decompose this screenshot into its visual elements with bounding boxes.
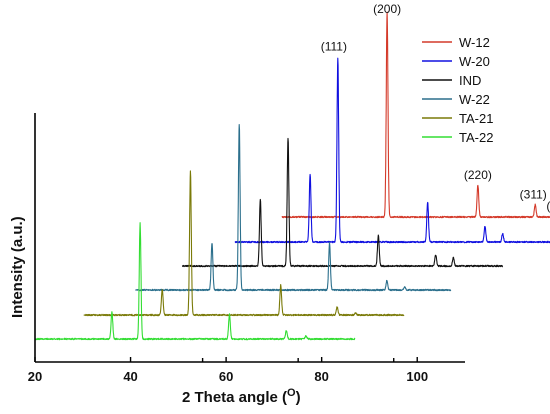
x-axis-title: 2 Theta angle (O) <box>182 387 301 406</box>
series-ta-22-line <box>34 222 356 341</box>
legend-label-ind: IND <box>459 73 481 88</box>
legend-label-ta-22: TA-22 <box>459 130 493 145</box>
x-axis-title-main: 2 Theta angle ( <box>182 389 287 406</box>
legend-label-w-20: W-20 <box>459 54 490 69</box>
series-layer <box>34 11 550 341</box>
legend-label-w-12: W-12 <box>459 35 490 50</box>
axes <box>34 113 465 363</box>
series-w-20-line <box>234 57 550 244</box>
peak-label: (111) <box>321 40 347 54</box>
series-w-22-line <box>135 124 452 292</box>
legend: W-12 W-20 IND W-22 TA-21 TA-22 <box>422 35 493 145</box>
series-ta-21-line <box>83 170 405 317</box>
peak-label: (200) <box>373 2 401 16</box>
peak-label: (222) <box>546 199 550 213</box>
peak-label: (220) <box>464 168 492 182</box>
series-ind-line <box>181 137 504 268</box>
x-tick-label-100: 100 <box>406 369 428 384</box>
x-tick-label-80: 80 <box>314 369 328 384</box>
x-ticks: 20 40 60 80 100 <box>28 357 428 384</box>
y-axis-title: Intensity (a.u.) <box>9 216 26 318</box>
legend-label-ta-21: TA-21 <box>459 111 493 126</box>
peak-label: (311) <box>520 188 547 202</box>
x-tick-label-40: 40 <box>123 369 137 384</box>
peak-labels: (200)(111)(220)(311)(222)(400) <box>321 2 550 213</box>
legend-label-w-22: W-22 <box>459 92 490 107</box>
x-axis-title-unit: O <box>287 387 296 399</box>
x-tick-label-60: 60 <box>219 369 233 384</box>
x-axis-title-close: ) <box>296 389 301 406</box>
x-tick-label-20: 20 <box>28 369 42 384</box>
